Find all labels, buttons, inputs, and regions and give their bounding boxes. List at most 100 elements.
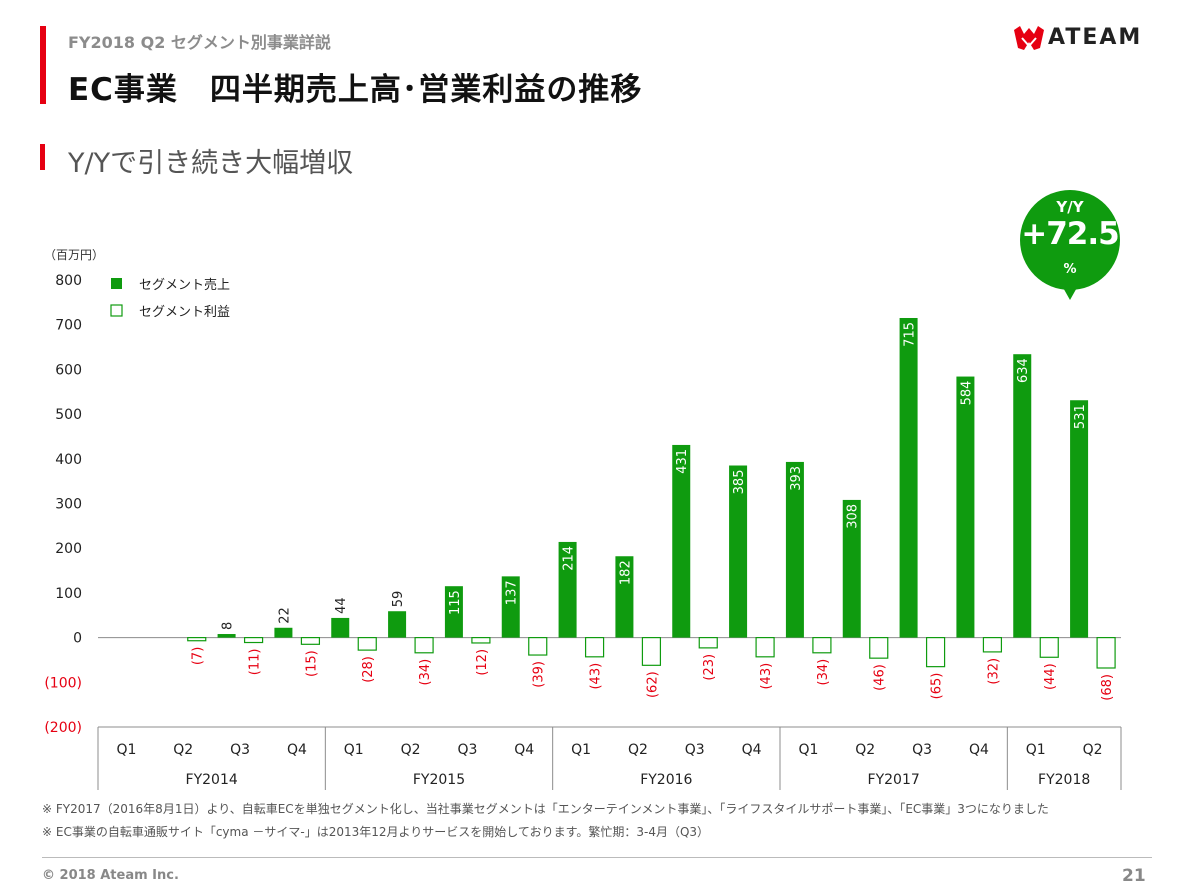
profit-data-label: (28) xyxy=(361,656,376,683)
profit-bar xyxy=(982,636,1003,653)
yy-unit: % xyxy=(1063,262,1077,277)
ateam-wolf-icon xyxy=(1014,26,1044,50)
subtitle-accent-bar xyxy=(40,144,45,170)
profit-data-label: (46) xyxy=(873,664,888,691)
sales-bar xyxy=(388,611,407,638)
sales-data-label: 308 xyxy=(846,504,861,529)
profit-data-label: (43) xyxy=(589,663,604,690)
sales-bar xyxy=(501,576,520,638)
quarter-label: Q2 xyxy=(173,742,193,758)
sales-data-label: 22 xyxy=(277,607,292,624)
y-tick-label: (100) xyxy=(44,675,82,691)
sales-data-label: 431 xyxy=(675,449,690,474)
page-number: 21 xyxy=(1122,866,1146,886)
profit-bar xyxy=(357,636,377,651)
profit-bar xyxy=(869,636,889,659)
y-tick-label: 800 xyxy=(55,273,82,289)
quarter-label: Q1 xyxy=(1026,742,1046,758)
quarter-label: Q1 xyxy=(571,742,591,758)
copyright: © 2018 Ateam Inc. xyxy=(42,868,179,883)
profit-data-label: (23) xyxy=(702,654,717,681)
quarter-label: Q3 xyxy=(230,742,250,758)
legend-swatch-profit xyxy=(110,304,123,317)
profit-bar xyxy=(1039,636,1059,658)
legend-label-sales: セグメント売上 xyxy=(139,277,230,293)
legend-label-profit: セグメント利益 xyxy=(139,305,230,320)
profit-data-label: (12) xyxy=(475,649,490,676)
ateam-logo: ATEAM xyxy=(1012,24,1154,54)
profit-bar xyxy=(812,636,832,654)
sales-bar xyxy=(672,444,691,638)
sales-data-label: 531 xyxy=(1073,404,1088,429)
sales-data-label: 634 xyxy=(1016,358,1031,383)
profit-bar xyxy=(925,636,946,668)
profit-bar xyxy=(1096,636,1116,669)
quarter-label: Q1 xyxy=(116,742,136,758)
quarter-label: Q3 xyxy=(457,742,477,758)
y-tick-label: 600 xyxy=(55,362,82,378)
profit-data-label: (65) xyxy=(930,673,945,700)
profit-bar xyxy=(187,636,207,642)
page-title: EC事業 四半期売上高･営業利益の推移 xyxy=(68,72,643,108)
sales-data-label: 115 xyxy=(448,590,463,615)
fiscal-year-label: FY2018 xyxy=(1038,772,1090,788)
profit-data-label: (44) xyxy=(1043,663,1058,690)
y-tick-label: 500 xyxy=(55,407,82,423)
footnote-1: ※ FY2017（2016年8月1日）より、自転車ECを単独セグメント化し、当社… xyxy=(42,802,1049,816)
quarter-label: Q2 xyxy=(401,742,421,758)
yy-badge-bubble xyxy=(1020,190,1120,300)
y-tick-label: (200) xyxy=(44,720,82,736)
fiscal-year-label: FY2014 xyxy=(186,772,238,788)
profit-bar xyxy=(641,636,662,666)
profit-data-label: (34) xyxy=(418,659,433,686)
profit-bar xyxy=(755,636,775,658)
slide-subtitle: Y/Yで引き続き大幅増収 xyxy=(68,148,354,179)
quarter-label: Q3 xyxy=(912,742,932,758)
profit-data-label: (11) xyxy=(248,649,263,676)
profit-bar xyxy=(471,636,491,644)
profit-bar xyxy=(528,636,548,656)
y-tick-label: 100 xyxy=(55,586,82,602)
sales-data-label: 715 xyxy=(903,322,918,347)
profit-data-label: (68) xyxy=(1100,674,1115,701)
profit-data-label: (39) xyxy=(532,661,547,688)
fiscal-year-label: FY2015 xyxy=(413,772,465,788)
sales-data-label: 44 xyxy=(334,597,349,614)
sales-data-label: 8 xyxy=(221,622,236,630)
profit-data-label: (32) xyxy=(986,658,1001,685)
quarter-label: Q4 xyxy=(742,742,762,758)
logo-text: ATEAM xyxy=(1048,25,1143,50)
profit-data-label: (7) xyxy=(191,647,206,665)
sales-bar xyxy=(729,465,748,638)
quarter-label: Q1 xyxy=(798,742,818,758)
sales-data-label: 393 xyxy=(789,466,804,491)
sales-bar xyxy=(331,617,350,638)
sales-bar xyxy=(444,586,463,638)
sales-bar xyxy=(785,461,804,638)
quarter-label: Q2 xyxy=(628,742,648,758)
sales-bar xyxy=(558,541,577,638)
yy-growth-badge: Y/Y +72.5 % xyxy=(1018,190,1122,302)
quarter-label: Q1 xyxy=(344,742,364,758)
profit-bar xyxy=(414,636,434,654)
profit-bar xyxy=(584,636,605,658)
quarter-label: Q4 xyxy=(969,742,989,758)
profit-data-label: (43) xyxy=(759,663,774,690)
sales-data-label: 182 xyxy=(618,560,633,585)
profit-data-label: (62) xyxy=(645,671,660,698)
y-axis-unit-label: （百万円） xyxy=(44,248,104,262)
sales-bar xyxy=(217,634,236,638)
y-tick-label: 300 xyxy=(55,497,82,513)
sales-bar xyxy=(899,317,918,638)
quarter-label: Q3 xyxy=(685,742,705,758)
yy-label: Y/Y xyxy=(1056,198,1084,216)
sales-bar xyxy=(615,556,634,638)
profit-data-label: (34) xyxy=(816,659,831,686)
profit-bar xyxy=(698,636,718,649)
y-tick-label: 0 xyxy=(73,631,82,647)
profit-bar xyxy=(243,636,264,644)
sales-bar xyxy=(274,627,293,638)
footnote-2: ※ EC事業の自転車通販サイト「cyma －サイマ-」は2013年12月よりサー… xyxy=(42,825,710,839)
quarter-label: Q2 xyxy=(1083,742,1103,758)
